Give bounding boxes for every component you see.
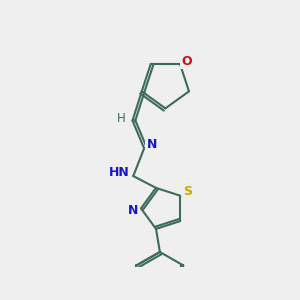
Text: O: O bbox=[182, 55, 192, 68]
Text: N: N bbox=[128, 204, 139, 217]
Text: S: S bbox=[184, 185, 193, 198]
Text: N: N bbox=[147, 138, 157, 151]
Text: HN: HN bbox=[109, 166, 130, 179]
Text: H: H bbox=[117, 112, 126, 125]
